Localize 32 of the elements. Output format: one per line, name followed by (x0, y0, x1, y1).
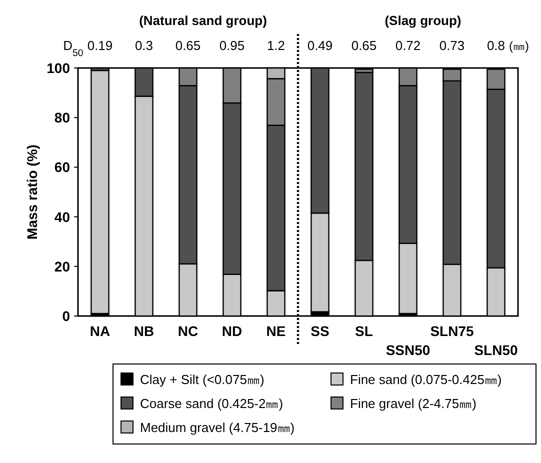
text: 0.3 (134, 38, 154, 53)
x-tick-label: SLN50 (474, 342, 518, 358)
bar (90, 70, 110, 314)
text: (㎜) (509, 39, 530, 53)
text: 0.95 (219, 38, 245, 53)
x-tick-label: NE (266, 323, 286, 339)
x-tick-label: NC (178, 323, 198, 339)
text: (Slag group) (384, 13, 462, 28)
y-tick-label: 60 (54, 159, 70, 176)
y-axis-title: Mass ratio (%) (24, 144, 40, 240)
text: 0.19 (87, 38, 113, 53)
text: 0.73 (439, 38, 465, 53)
x-tick-label: SLN75 (430, 323, 474, 339)
text: 0.49 (307, 38, 333, 53)
text: (Natural sand group) (139, 13, 267, 28)
x-tick-label: ND (222, 323, 242, 339)
y-tick-label: 80 (54, 110, 70, 126)
text: D$_{50}$ (63, 38, 84, 58)
x-tick-label: NA (90, 323, 110, 339)
text: 0.72 (395, 38, 421, 53)
x-tick-label: SS (310, 323, 330, 339)
text: 1.2 (266, 38, 286, 53)
y-tick-label: 0 (62, 308, 70, 324)
x-tick-label: NB (134, 323, 154, 339)
x-tick-label: SL (355, 323, 374, 339)
x-tick-label: SSN50 (386, 342, 430, 358)
text: 0.65 (351, 38, 377, 53)
text: 0.65 (175, 38, 201, 53)
y-tick-label: 40 (54, 208, 70, 225)
text: 0.8 (486, 38, 506, 53)
y-tick-label: 20 (54, 258, 70, 274)
y-tick-label: 100 (46, 60, 70, 76)
